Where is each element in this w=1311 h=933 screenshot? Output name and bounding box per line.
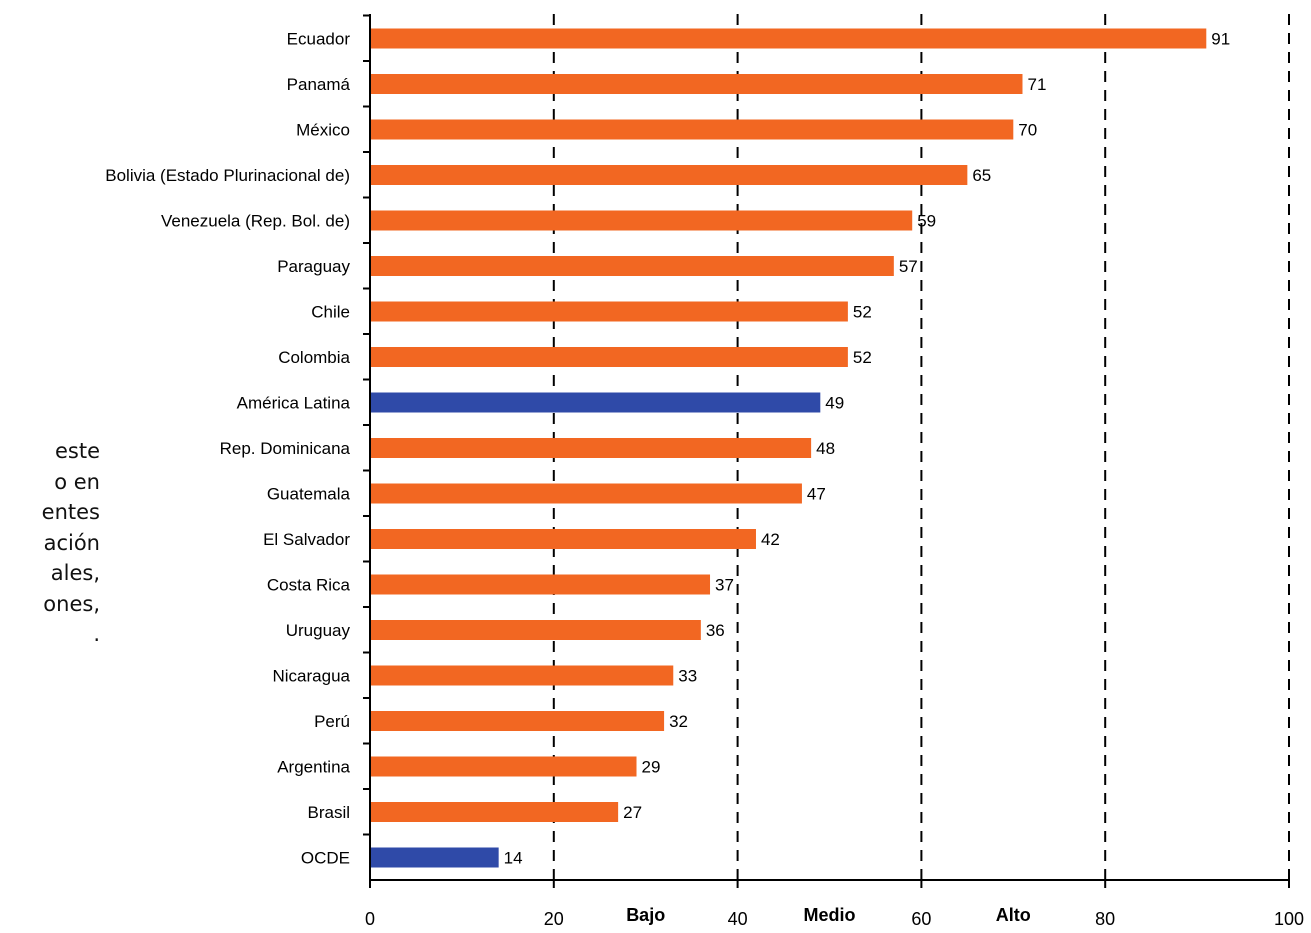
category-label: Chile (311, 303, 350, 322)
value-label: 65 (972, 166, 991, 185)
bar (370, 665, 674, 686)
value-label: 42 (761, 530, 780, 549)
value-label: 36 (706, 621, 725, 640)
category-label: América Latina (237, 394, 351, 413)
category-label: El Salvador (263, 530, 350, 549)
value-label: 33 (678, 667, 697, 686)
bar (370, 210, 913, 231)
bar (370, 529, 756, 549)
bar (370, 347, 848, 367)
bar (370, 620, 701, 640)
bar (370, 301, 848, 322)
band-label: Alto (996, 905, 1031, 925)
side-text-line: ales, (50, 561, 100, 585)
bar (370, 392, 821, 413)
side-text-line: este (54, 439, 100, 463)
category-label: Perú (314, 712, 350, 731)
category-label: Nicaragua (273, 667, 351, 686)
x-tick-label: 20 (544, 909, 564, 929)
bar (370, 802, 619, 822)
value-label: 71 (1027, 75, 1046, 94)
category-label: México (296, 121, 350, 140)
category-label: Argentina (277, 758, 350, 777)
value-label: 32 (669, 712, 688, 731)
side-text-line: entes (41, 500, 100, 524)
value-label: 49 (825, 394, 844, 413)
category-label: Rep. Dominicana (220, 439, 351, 458)
value-label: 14 (504, 849, 523, 868)
bar (370, 438, 812, 458)
value-label: 52 (853, 303, 872, 322)
bar (370, 574, 711, 595)
value-label: 27 (623, 803, 642, 822)
category-label: Panamá (287, 75, 351, 94)
x-tick-label: 80 (1095, 909, 1115, 929)
value-label: 91 (1211, 30, 1230, 49)
bar (370, 74, 1023, 94)
category-label: Paraguay (277, 257, 350, 276)
category-label: Uruguay (286, 621, 351, 640)
category-label: Bolivia (Estado Plurinacional de) (105, 166, 350, 185)
value-label: 70 (1018, 121, 1037, 140)
category-label: Colombia (278, 348, 350, 367)
bar (370, 119, 1014, 140)
band-label: Medio (804, 905, 856, 925)
value-label: 59 (917, 212, 936, 231)
axes (363, 14, 1290, 888)
category-label: Brasil (307, 803, 350, 822)
x-tick-label: 60 (911, 909, 931, 929)
category-label: Venezuela (Rep. Bol. de) (161, 212, 350, 231)
side-text-line: ación (43, 530, 100, 555)
side-text-line: . (93, 622, 100, 646)
bar (370, 711, 665, 731)
bar (370, 847, 499, 868)
bars (370, 28, 1207, 868)
side-text-line: ones, (43, 591, 100, 616)
band-label: Bajo (626, 905, 665, 925)
labels: Ecuador 91 Panamá 71 México 70 Bolivia (Estado… (105, 30, 1304, 930)
value-label: 29 (642, 758, 661, 777)
value-label: 47 (807, 485, 826, 504)
category-label: Costa Rica (267, 576, 351, 595)
side-paragraph-fragment: este o en entes ación ales, ones,. (0, 436, 100, 650)
bar (370, 28, 1207, 49)
bar (370, 165, 968, 185)
value-label: 52 (853, 348, 872, 367)
side-text-line: o en (54, 469, 100, 494)
x-tick-label: 100 (1274, 909, 1304, 929)
category-label: OCDE (301, 849, 350, 868)
value-label: 37 (715, 576, 734, 595)
bar (370, 483, 802, 504)
bar (370, 756, 637, 777)
value-label: 57 (899, 257, 918, 276)
bar (370, 256, 894, 276)
category-label: Guatemala (267, 485, 351, 504)
value-label: 48 (816, 439, 835, 458)
category-label: Ecuador (287, 30, 351, 49)
x-tick-label: 40 (728, 909, 748, 929)
x-tick-label: 0 (365, 909, 375, 929)
